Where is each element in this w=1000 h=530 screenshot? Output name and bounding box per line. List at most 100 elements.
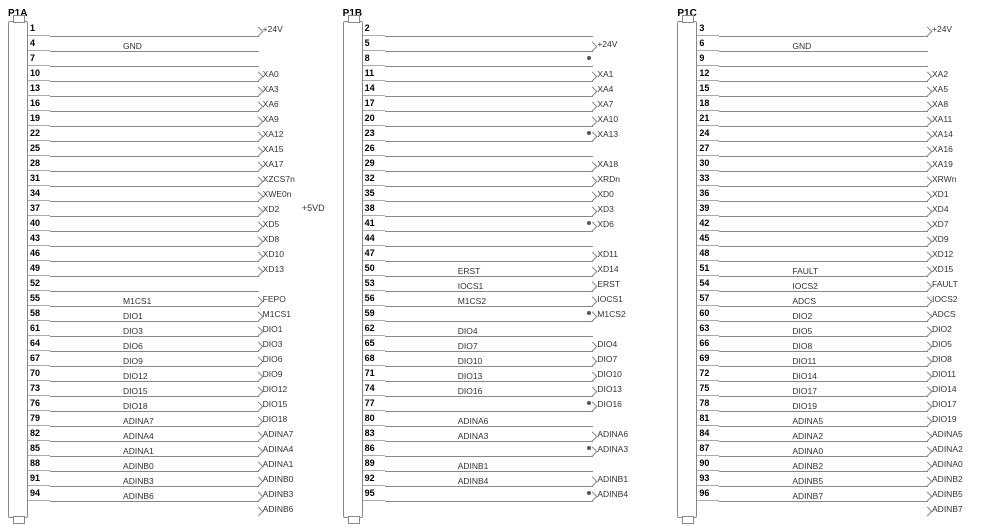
pin-row: 84ADINA2ADINA5 bbox=[697, 426, 992, 441]
pin-row: 16XA6 bbox=[28, 96, 323, 111]
pin-row: 56M1CS2IOCS1 bbox=[363, 291, 658, 306]
pin-row: 22XA12 bbox=[28, 126, 323, 141]
net-label-outer: ADINA0 bbox=[928, 459, 992, 469]
pin-line bbox=[385, 171, 594, 187]
pin-number: 56 bbox=[363, 291, 385, 306]
pin-number: 70 bbox=[28, 366, 50, 381]
pin-row: ADINB6 bbox=[28, 501, 323, 516]
pin-row: 12XA2 bbox=[697, 66, 992, 81]
net-label-outer: DIO10 bbox=[593, 369, 657, 379]
pin-line: M1CS2 bbox=[385, 291, 594, 307]
pin-number: 18 bbox=[697, 96, 719, 111]
pin-line bbox=[50, 231, 259, 247]
pin-line: ADINB6 bbox=[50, 486, 259, 502]
net-label-inner: DIO3 bbox=[123, 326, 143, 336]
pin-row: 73DIO15DIO12 bbox=[28, 381, 323, 396]
net-label-outer: XRDn bbox=[593, 174, 657, 184]
pin-row: 17XA7 bbox=[363, 96, 658, 111]
connector-outline bbox=[677, 21, 697, 518]
pin-number: 73 bbox=[28, 381, 50, 396]
pin-number: 52 bbox=[28, 276, 50, 291]
connector-body: 3+24V6GND912XA215XA518XA821XA1124XA1427X… bbox=[677, 21, 992, 518]
pin-row: 38 XD3 bbox=[363, 201, 658, 216]
pin-row: 62DIO4 bbox=[363, 321, 658, 336]
pin-line bbox=[385, 186, 594, 202]
net-label-outer: XD5 bbox=[259, 219, 323, 229]
pin-row: 35XD0 bbox=[363, 186, 658, 201]
pin-line: DIO3 bbox=[50, 321, 259, 337]
pin-line: ADINA6 bbox=[385, 411, 594, 427]
pin-number: 4 bbox=[28, 36, 50, 51]
pin-row: 34XWE0n bbox=[28, 186, 323, 201]
pin-line: DIO13 bbox=[385, 366, 594, 382]
pin-number: 86 bbox=[363, 441, 385, 456]
pin-row: 4GND bbox=[28, 36, 323, 51]
net-label-outer: ADINA5 bbox=[928, 429, 992, 439]
pin-number: 62 bbox=[363, 321, 385, 336]
pin-number: 48 bbox=[697, 246, 719, 261]
net-label-outer: ADINA2 bbox=[928, 444, 992, 454]
net-label-outer: XD3 bbox=[593, 204, 657, 214]
pin-line bbox=[719, 51, 928, 67]
pin-line: DIO12 bbox=[50, 366, 259, 382]
pin-line bbox=[385, 441, 594, 457]
net-label-outer: XA8 bbox=[928, 99, 992, 109]
net-label-outer: FAULT bbox=[928, 279, 992, 289]
pin-line: DIO16 bbox=[385, 381, 594, 397]
net-label-outer: XA11 bbox=[928, 114, 992, 124]
connector-body: 1+24V4GND710XA013XA316XA619XA922XA1225XA… bbox=[8, 21, 323, 518]
connector-p1a: P1A1+24V4GND710XA013XA316XA619XA922XA122… bbox=[8, 8, 323, 518]
pin-number: 27 bbox=[697, 141, 719, 156]
pin-number: 55 bbox=[28, 291, 50, 306]
net-label-inner: M1CS1 bbox=[123, 296, 151, 306]
pin-line bbox=[385, 66, 594, 82]
pin-row: 3+24V bbox=[697, 21, 992, 36]
pin-row: 68DIO10DIO7 bbox=[363, 351, 658, 366]
pin-number: 2 bbox=[363, 21, 385, 36]
net-label-inner: ADINA7 bbox=[123, 416, 154, 426]
pin-row: 8 bbox=[363, 51, 658, 66]
pin-number: 89 bbox=[363, 456, 385, 471]
pin-line: DIO9 bbox=[50, 351, 259, 367]
pin-row: 51FAULTXD15 bbox=[697, 261, 992, 276]
pin-number: 81 bbox=[697, 411, 719, 426]
pin-number: 60 bbox=[697, 306, 719, 321]
pin-number: 58 bbox=[28, 306, 50, 321]
net-label-outer: ADINB4 bbox=[593, 489, 657, 499]
pin-number: 39 bbox=[697, 201, 719, 216]
pins-list: 1+24V4GND710XA013XA316XA619XA922XA1225XA… bbox=[28, 21, 323, 518]
net-label-inner: DIO14 bbox=[792, 371, 817, 381]
connector-name: P1B bbox=[343, 8, 658, 19]
net-label-outer: XD7 bbox=[928, 219, 992, 229]
net-label-inner: DIO2 bbox=[792, 311, 812, 321]
pin-number: 87 bbox=[697, 441, 719, 456]
net-label-outer: XA19 bbox=[928, 159, 992, 169]
pin-line: ADINB0 bbox=[50, 456, 259, 472]
pin-number: 95 bbox=[363, 486, 385, 501]
pin-row: 82ADINA4ADINA7 bbox=[28, 426, 323, 441]
pin-row: 77DIO16 bbox=[363, 396, 658, 411]
pin-number: 54 bbox=[697, 276, 719, 291]
net-label-outer: XA18 bbox=[593, 159, 657, 169]
pin-row bbox=[363, 501, 658, 516]
pin-number: 38 bbox=[363, 201, 385, 216]
pin-row: 64DIO6DIO3 bbox=[28, 336, 323, 351]
pin-line bbox=[385, 81, 594, 97]
pin-line bbox=[385, 201, 594, 217]
net-label-outer: XD0 bbox=[593, 189, 657, 199]
pin-number: 68 bbox=[363, 351, 385, 366]
pin-number: 16 bbox=[28, 96, 50, 111]
pin-row: 39XD4 bbox=[697, 201, 992, 216]
pin-row: 25XA15 bbox=[28, 141, 323, 156]
net-label-inner: ADINA5 bbox=[792, 416, 823, 426]
pin-row: 61DIO3DIO1 bbox=[28, 321, 323, 336]
pin-line bbox=[50, 201, 259, 217]
net-label-outer: DIO14 bbox=[928, 384, 992, 394]
net-label-outer: ADINA6 bbox=[593, 429, 657, 439]
connector-outline bbox=[8, 21, 28, 518]
net-label-outer: XA4 bbox=[593, 84, 657, 94]
net-label-outer: ADCS bbox=[928, 309, 992, 319]
pin-number: 47 bbox=[363, 246, 385, 261]
net-label-inner: M1CS2 bbox=[458, 296, 486, 306]
pin-row: 76DIO18DIO15 bbox=[28, 396, 323, 411]
